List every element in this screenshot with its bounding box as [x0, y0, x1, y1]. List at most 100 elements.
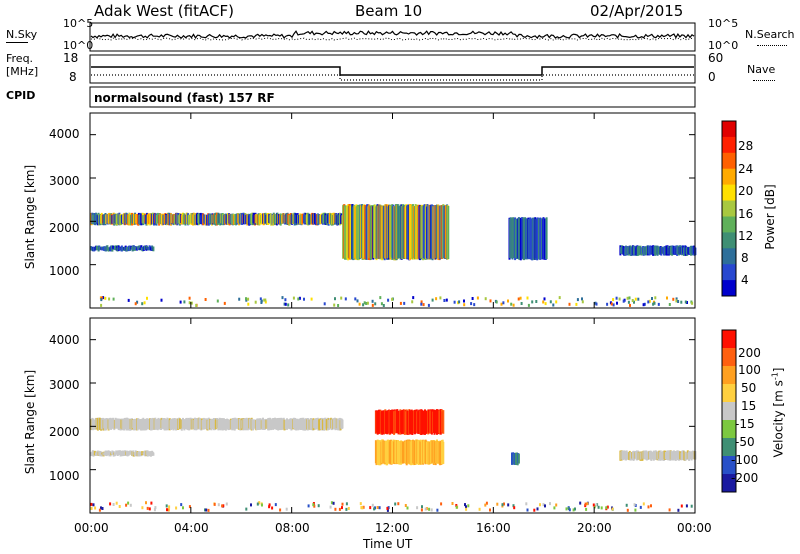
power-data-clutter-cell — [310, 297, 313, 301]
vel-data-clutter-cell — [141, 506, 144, 510]
power-cbar-swatch — [722, 216, 736, 233]
power-data-clutter-cell — [146, 296, 148, 300]
vel-data-clutter-cell — [584, 502, 587, 506]
vel-data-clutter-cell — [496, 502, 499, 506]
power-data-clutter-cell — [581, 300, 584, 304]
vel-data-clutter-cell — [261, 503, 263, 507]
vel-data-clutter-cell — [341, 506, 343, 510]
power-data-clutter-cell — [141, 302, 144, 306]
vel-data-region-0-cell — [341, 419, 344, 429]
x-axis-label: Time UT — [363, 537, 413, 551]
vel-data-clutter-cell — [167, 508, 170, 512]
power-data-clutter-cell — [420, 300, 423, 304]
power-data-clutter-cell — [618, 297, 621, 301]
nsky-panel-frame — [89, 22, 696, 52]
date-title: 02/Apr/2015 — [590, 2, 684, 20]
vel-data-clutter-cell — [539, 503, 541, 507]
nave-tick-top: 60 — [708, 51, 724, 65]
power-data-clutter-cell — [642, 303, 645, 307]
vel-data-clutter-cell — [397, 502, 400, 506]
vel-data-clutter-cell — [642, 502, 645, 506]
power-data-clutter-cell — [610, 302, 613, 306]
power-data-clutter-cell — [195, 304, 198, 307]
vel-data-clutter-cell — [605, 506, 608, 510]
power-cbar-tick-20: 20 — [738, 184, 754, 198]
vel-data-clutter-cell — [317, 504, 320, 508]
power-data-clutter-cell — [259, 297, 262, 301]
vel-data-region-1-cell — [111, 450, 114, 455]
vel-data-clutter-cell — [464, 503, 466, 507]
vel-data-clutter-cell — [553, 506, 556, 510]
power-data-clutter-cell — [531, 300, 534, 304]
vel-data-clutter-cell — [416, 506, 419, 510]
xtick-1200: 12:00 — [375, 521, 410, 535]
power-cbar-swatch — [722, 264, 736, 281]
power-data-region-3-cell — [545, 217, 548, 260]
velocity-cbar-tick-neg50: -50 — [735, 435, 755, 449]
vel-data-clutter-cell — [503, 502, 505, 506]
vel-data-clutter-cell — [175, 506, 178, 510]
power-data-clutter-cell — [204, 298, 207, 301]
freq-tick-top: 18 — [63, 51, 79, 65]
power-data-clutter-cell — [549, 300, 552, 304]
power-data-clutter-cell — [691, 301, 694, 305]
power-cbar-tick-4: 4 — [741, 273, 749, 287]
vel-data-clutter-cell — [148, 507, 151, 511]
nave-label: Nave — [747, 63, 776, 76]
power-data-clutter-cell — [340, 296, 343, 300]
vel-data-clutter-cell — [387, 506, 390, 510]
power-data-clutter-cell — [657, 302, 660, 306]
vel-data-clutter-cell — [376, 506, 379, 509]
power-data-clutter-cell — [471, 297, 474, 300]
power-cbar-swatch — [722, 232, 736, 249]
vel-data-clutter-cell — [484, 503, 487, 507]
power-cbar-tick-8: 8 — [741, 251, 749, 265]
power-data-clutter-cell — [281, 296, 284, 300]
power-data-clutter-cell — [223, 301, 226, 305]
power-ylabel: Slant Range [km] — [23, 164, 37, 270]
vel-data-clutter-cell — [465, 505, 467, 509]
power-data-clutter-cell — [612, 298, 615, 302]
power-cbar-swatch — [722, 248, 736, 265]
power-data-clutter-cell — [489, 299, 492, 303]
vel-data-clutter-cell — [513, 506, 516, 510]
power-data-clutter-cell — [615, 296, 618, 300]
vel-data-clutter-cell — [386, 508, 389, 512]
vel-data-clutter-cell — [307, 504, 310, 508]
vel-data-clutter-cell — [595, 503, 598, 507]
vel-data-clutter-cell — [127, 501, 130, 505]
station-title: Adak West (fitACF) — [94, 2, 234, 20]
nave-series-line — [91, 74, 694, 81]
power-ytick-1000: 1000 — [49, 264, 80, 278]
vel-data-clutter-cell — [221, 504, 224, 508]
vel-data-clutter-cell — [330, 501, 333, 505]
power-data-clutter-cell — [134, 302, 137, 306]
power-data-clutter-cell — [260, 299, 263, 303]
power-data-clutter-cell — [520, 302, 523, 305]
power-data-clutter-cell — [380, 302, 383, 306]
vel-data-clutter-cell — [542, 503, 545, 507]
vel-data-clutter-cell — [150, 501, 153, 505]
power-cbar-swatch — [722, 121, 736, 138]
vel-data-clutter-cell — [428, 507, 431, 511]
nsky-series-line — [90, 30, 695, 39]
power-data-clutter-cell — [606, 302, 609, 306]
power-cbar-tick-16: 16 — [738, 207, 754, 221]
freq-tick-bottom: 8 — [69, 70, 77, 84]
vel-data-clutter-cell — [90, 502, 93, 506]
vel-data-clutter-cell — [217, 503, 220, 507]
vel-data-clutter-cell — [685, 504, 688, 508]
power-data-clutter-cell — [500, 302, 503, 306]
power-data-clutter-cell — [666, 296, 668, 300]
vel-data-clutter-cell — [555, 503, 558, 507]
power-cbar-swatch — [722, 184, 736, 201]
power-data-clutter-cell — [445, 298, 448, 302]
vel-data-clutter-cell — [205, 508, 208, 512]
power-data-clutter-cell — [470, 302, 473, 306]
power-data-clutter-cell — [629, 303, 631, 307]
vel-data-clutter-cell — [268, 503, 271, 507]
velocity-ytick-2000: 2000 — [49, 425, 80, 439]
vel-data-clutter-cell — [274, 503, 277, 507]
vel-data-clutter-cell — [421, 505, 423, 509]
power-data-clutter-cell — [558, 296, 561, 300]
